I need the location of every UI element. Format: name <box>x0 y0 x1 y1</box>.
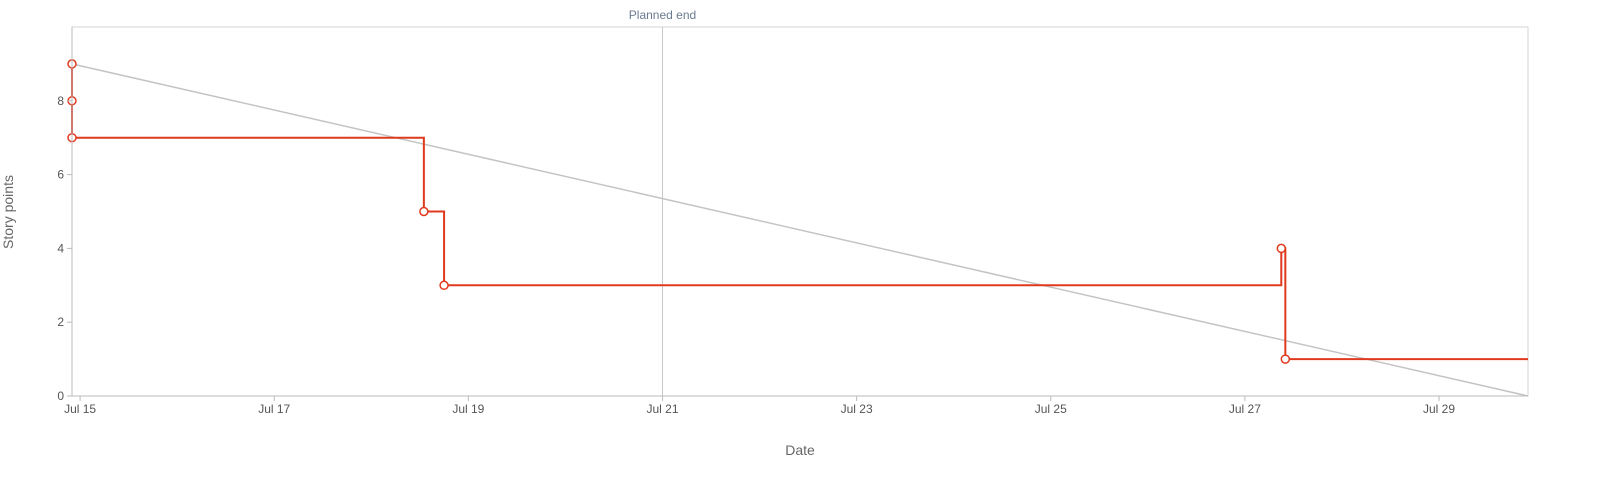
data-point-marker[interactable] <box>439 280 449 291</box>
plot-frame <box>71 26 1529 397</box>
ideal-guideline <box>71 63 1529 397</box>
y-tick-label: 2 <box>57 315 64 329</box>
x-tick-label: Jul 25 <box>1035 402 1067 416</box>
y-axis-title: Story points <box>0 175 16 249</box>
axes: 0 2 4 6 8 Jul 15 Jul 17 Jul 19 Jul 21 Jul 23 Jul 2… <box>57 27 1528 416</box>
planned-end-label: Planned end <box>629 8 696 22</box>
actual-remaining-line <box>71 63 1528 361</box>
data-point-marker[interactable] <box>419 206 429 217</box>
x-tick-label: Jul 19 <box>452 402 484 416</box>
x-axis-title: Date <box>785 442 815 458</box>
plot-annotations: Planned end <box>629 8 696 396</box>
data-point-marker[interactable] <box>1280 354 1291 364</box>
series-layer <box>67 59 1529 397</box>
y-tick-label: 0 <box>57 389 64 403</box>
x-tick-label: Jul 23 <box>841 402 873 416</box>
x-tick-label: Jul 21 <box>646 402 678 416</box>
y-tick-label: 8 <box>57 94 64 108</box>
x-tick-label: Jul 15 <box>64 402 96 416</box>
y-tick-label: 6 <box>57 168 64 182</box>
x-tick-label: Jul 29 <box>1423 402 1455 416</box>
x-tick-label: Jul 27 <box>1229 402 1261 416</box>
y-tick-label: 4 <box>57 241 64 255</box>
data-point-marker[interactable] <box>1276 243 1287 254</box>
x-tick-label: Jul 17 <box>258 402 290 416</box>
